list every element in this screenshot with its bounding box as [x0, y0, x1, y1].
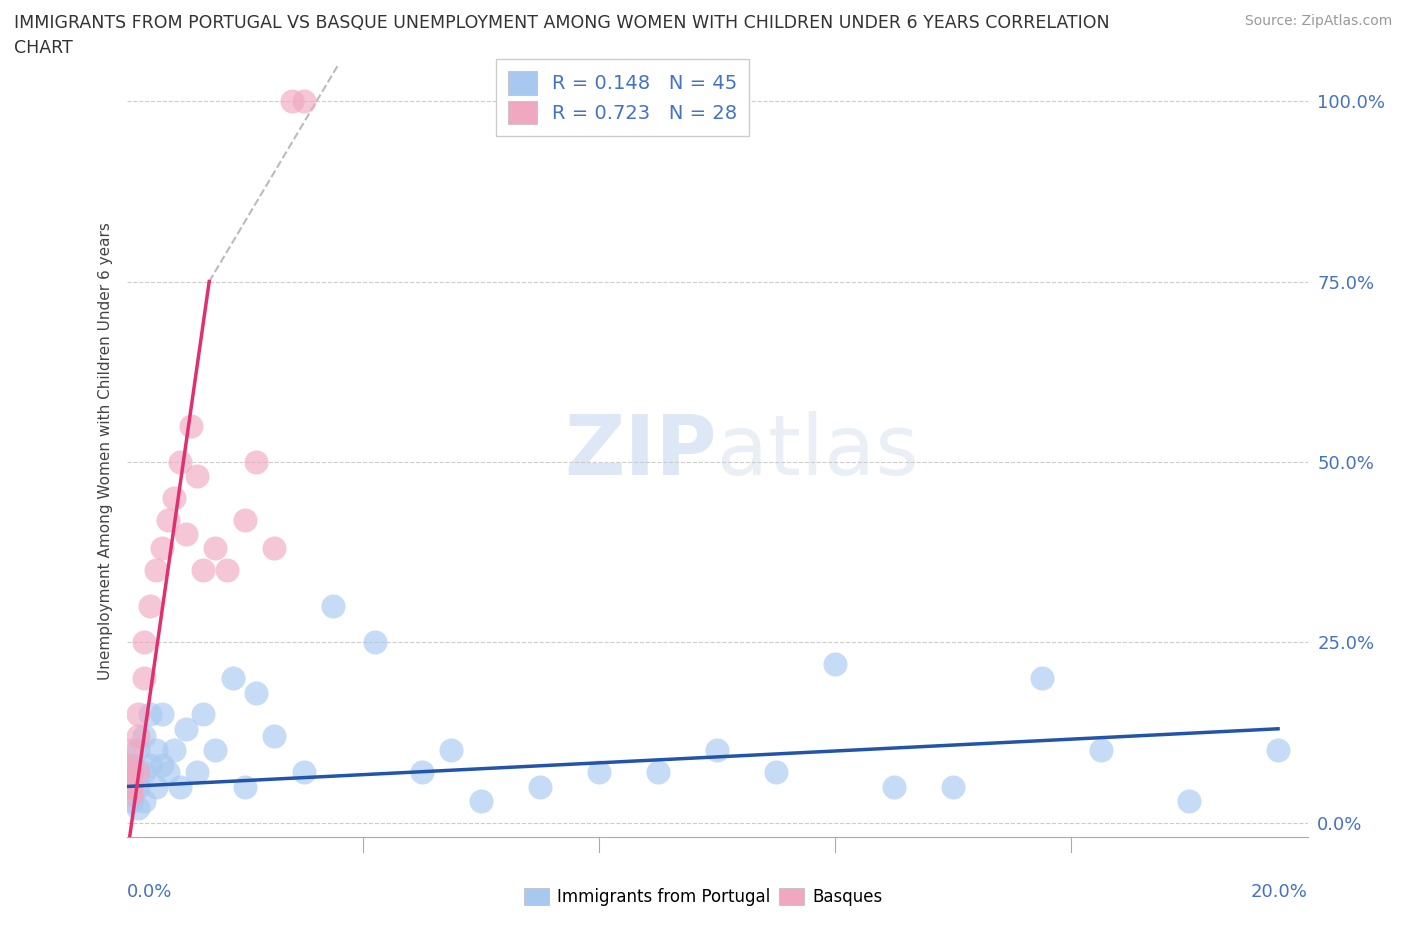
Point [470, 793, 492, 808]
Point [121, 786, 143, 801]
Point [145, 779, 167, 794]
Text: CHART: CHART [14, 39, 73, 57]
Point [180, 418, 202, 433]
Point [647, 764, 669, 779]
Point [115, 757, 138, 772]
Point [222, 671, 245, 685]
Y-axis label: Unemployment Among Women with Children Under 6 years: Unemployment Among Women with Children U… [98, 222, 114, 680]
Point [322, 599, 344, 614]
Point [134, 728, 156, 743]
Point [245, 455, 267, 470]
Point [150, 541, 173, 556]
Point [174, 526, 197, 541]
Point [139, 599, 162, 614]
Point [127, 764, 149, 779]
Point [156, 512, 179, 527]
Legend: Immigrants from Portugal, Basques: Immigrants from Portugal, Basques [517, 881, 889, 912]
Point [824, 657, 846, 671]
Point [115, 779, 138, 794]
Point [169, 455, 191, 470]
Point [363, 635, 385, 650]
Point [186, 469, 208, 484]
Point [1178, 793, 1201, 808]
Point [127, 801, 149, 816]
Point [233, 512, 256, 527]
Point [193, 563, 215, 578]
Point [134, 671, 156, 685]
Point [883, 779, 905, 794]
Point [115, 779, 138, 794]
Point [134, 793, 156, 808]
Point [121, 764, 143, 779]
Point [121, 764, 143, 779]
Point [121, 779, 143, 794]
Point [134, 635, 156, 650]
Point [139, 707, 162, 722]
Point [1267, 743, 1289, 758]
Point [121, 793, 143, 808]
Point [127, 743, 149, 758]
Point [169, 779, 191, 794]
Point [163, 743, 186, 758]
Point [204, 541, 226, 556]
Point [292, 764, 315, 779]
Point [942, 779, 965, 794]
Point [121, 757, 143, 772]
Point [588, 764, 610, 779]
Point [765, 764, 787, 779]
Point [1090, 743, 1112, 758]
Point [440, 743, 463, 758]
Text: ZIP: ZIP [565, 410, 717, 492]
Text: 0.0%: 0.0% [127, 884, 172, 901]
Point [1031, 671, 1053, 685]
Point [174, 722, 197, 737]
Point [186, 764, 208, 779]
Point [145, 743, 167, 758]
Point [411, 764, 433, 779]
Point [215, 563, 238, 578]
Point [121, 743, 143, 758]
Point [263, 541, 285, 556]
Point [204, 743, 226, 758]
Point [529, 779, 551, 794]
Text: 20.0%: 20.0% [1251, 884, 1308, 901]
Text: IMMIGRANTS FROM PORTUGAL VS BASQUE UNEMPLOYMENT AMONG WOMEN WITH CHILDREN UNDER : IMMIGRANTS FROM PORTUGAL VS BASQUE UNEMP… [14, 14, 1109, 32]
Point [127, 779, 149, 794]
Point [163, 490, 186, 505]
Point [281, 94, 304, 109]
Point [127, 728, 149, 743]
Point [156, 764, 179, 779]
Point [127, 707, 149, 722]
Text: Source: ZipAtlas.com: Source: ZipAtlas.com [1244, 14, 1392, 28]
Point [134, 764, 156, 779]
Point [150, 757, 173, 772]
Point [145, 563, 167, 578]
Point [245, 685, 267, 700]
Point [706, 743, 728, 758]
Text: atlas: atlas [717, 410, 918, 492]
Point [263, 728, 285, 743]
Point [139, 757, 162, 772]
Point [292, 94, 315, 109]
Point [233, 779, 256, 794]
Point [150, 707, 173, 722]
Point [193, 707, 215, 722]
Legend: R = 0.148   N = 45, R = 0.723   N = 28: R = 0.148 N = 45, R = 0.723 N = 28 [496, 60, 749, 136]
